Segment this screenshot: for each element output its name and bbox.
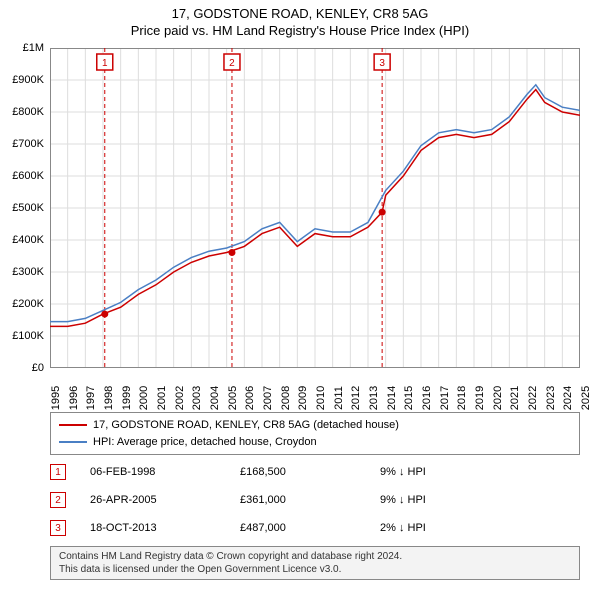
x-tick-label: 1995	[50, 386, 62, 410]
x-tick-label: 2000	[138, 386, 150, 410]
legend-label: 17, GODSTONE ROAD, KENLEY, CR8 5AG (deta…	[93, 417, 399, 434]
x-tick-label: 2020	[492, 386, 504, 410]
x-tick-label: 2021	[509, 386, 521, 410]
x-tick-label: 2008	[280, 386, 292, 410]
transactions-table: 106-FEB-1998£168,5009% ↓ HPI226-APR-2005…	[50, 458, 580, 542]
x-tick-label: 2019	[474, 386, 486, 410]
x-tick-label: 2002	[174, 386, 186, 410]
y-tick-label: £700K	[12, 138, 44, 150]
transaction-row: 2 26-APR-2005£361,0009% ↓ HPI	[50, 486, 580, 514]
y-axis: £0£100K£200K£300K£400K£500K£600K£700K£80…	[0, 48, 48, 368]
x-tick-label: 2025	[580, 386, 592, 410]
x-tick-label: 2011	[333, 386, 345, 410]
transaction-price: £361,000	[240, 494, 380, 506]
chart-svg: 1 2 3	[50, 48, 580, 368]
footer-line-2: This data is licensed under the Open Gov…	[59, 563, 571, 576]
y-tick-label: £1M	[23, 42, 44, 54]
y-tick-label: £0	[32, 362, 44, 374]
transaction-badge: 3	[50, 520, 66, 536]
x-tick-label: 2022	[527, 386, 539, 410]
transaction-date: 26-APR-2005	[90, 494, 240, 506]
transaction-badge: 2	[50, 492, 66, 508]
x-tick-label: 2013	[368, 386, 380, 410]
y-tick-label: £600K	[12, 170, 44, 182]
x-axis: 1995 1996 1997 1998 1999 2000 2001 2002 2003 2004…	[50, 370, 580, 410]
transaction-date: 18-OCT-2013	[90, 522, 240, 534]
plot-area: 1 2 3	[50, 48, 580, 368]
x-tick-label: 1998	[103, 386, 115, 410]
x-tick-label: 1999	[121, 386, 133, 410]
x-tick-label: 1996	[68, 386, 80, 410]
legend-swatch	[59, 441, 87, 443]
x-tick-label: 2014	[386, 386, 398, 410]
x-tick-label: 2001	[156, 386, 168, 410]
legend: 17, GODSTONE ROAD, KENLEY, CR8 5AG (deta…	[50, 412, 580, 455]
y-tick-label: £900K	[12, 74, 44, 86]
transaction-row: 1 06-FEB-1998£168,5009% ↓ HPI	[50, 458, 580, 486]
svg-text:3: 3	[379, 58, 385, 69]
y-tick-label: £500K	[12, 202, 44, 214]
transaction-price: £168,500	[240, 466, 380, 478]
x-tick-label: 2018	[456, 386, 468, 410]
footer-line-1: Contains HM Land Registry data © Crown c…	[59, 550, 571, 563]
x-tick-label: 2012	[350, 386, 362, 410]
transaction-date: 06-FEB-1998	[90, 466, 240, 478]
legend-item: HPI: Average price, detached house, Croy…	[59, 434, 571, 451]
legend-swatch	[59, 424, 87, 426]
x-tick-label: 2006	[244, 386, 256, 410]
x-tick-label: 2015	[403, 386, 415, 410]
y-tick-label: £300K	[12, 266, 44, 278]
transaction-badge: 1	[50, 464, 66, 480]
chart-container: 17, GODSTONE ROAD, KENLEY, CR8 5AG Price…	[0, 0, 600, 590]
footer: Contains HM Land Registry data © Crown c…	[50, 546, 580, 580]
transaction-delta: 9% ↓ HPI	[380, 466, 500, 478]
x-tick-label: 2016	[421, 386, 433, 410]
title-line-2: Price paid vs. HM Land Registry's House …	[0, 23, 600, 40]
x-tick-label: 2003	[191, 386, 203, 410]
x-tick-label: 2024	[562, 386, 574, 410]
x-tick-label: 2007	[262, 386, 274, 410]
legend-item: 17, GODSTONE ROAD, KENLEY, CR8 5AG (deta…	[59, 417, 571, 434]
x-tick-label: 2004	[209, 386, 221, 410]
transaction-delta: 2% ↓ HPI	[380, 522, 500, 534]
svg-text:2: 2	[229, 58, 235, 69]
y-tick-label: £200K	[12, 298, 44, 310]
svg-text:1: 1	[102, 58, 108, 69]
title-block: 17, GODSTONE ROAD, KENLEY, CR8 5AG Price…	[0, 0, 600, 40]
x-tick-label: 1997	[85, 386, 97, 410]
title-line-1: 17, GODSTONE ROAD, KENLEY, CR8 5AG	[0, 6, 600, 23]
x-tick-label: 2017	[439, 386, 451, 410]
x-tick-label: 2005	[227, 386, 239, 410]
y-tick-label: £800K	[12, 106, 44, 118]
legend-label: HPI: Average price, detached house, Croy…	[93, 434, 317, 451]
transaction-price: £487,000	[240, 522, 380, 534]
y-tick-label: £400K	[12, 234, 44, 246]
transaction-delta: 9% ↓ HPI	[380, 494, 500, 506]
x-tick-label: 2010	[315, 386, 327, 410]
x-tick-label: 2009	[297, 386, 309, 410]
transaction-row: 3 18-OCT-2013£487,0002% ↓ HPI	[50, 514, 580, 542]
x-tick-label: 2023	[545, 386, 557, 410]
y-tick-label: £100K	[12, 330, 44, 342]
